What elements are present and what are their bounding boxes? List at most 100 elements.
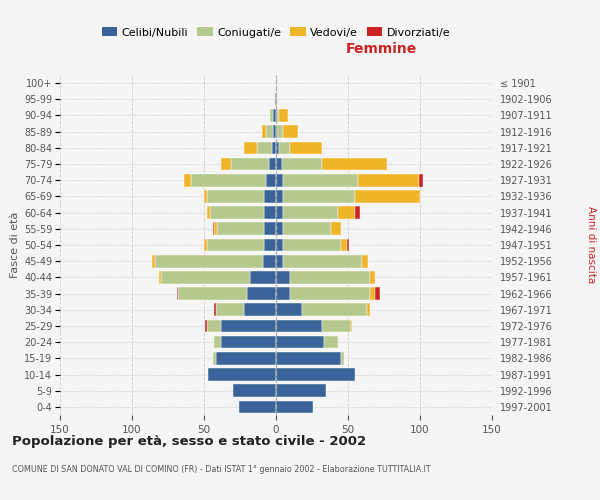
Bar (207, 206, 210, 219)
Bar (275, 93, 276, 106)
Bar (323, 336, 338, 348)
Bar (215, 304, 244, 316)
Bar (276, 336, 323, 348)
Bar (269, 158, 276, 170)
Bar (283, 238, 341, 252)
Bar (265, 222, 276, 235)
Bar (302, 304, 367, 316)
Bar (276, 158, 282, 170)
Bar (276, 174, 283, 186)
Bar (276, 206, 283, 219)
Bar (161, 271, 250, 283)
Bar (215, 352, 276, 364)
Bar (283, 174, 358, 186)
Bar (239, 400, 276, 413)
Bar (322, 320, 351, 332)
Bar (276, 400, 313, 413)
Bar (341, 238, 347, 252)
Bar (244, 304, 276, 316)
Bar (367, 304, 370, 316)
Bar (279, 142, 290, 154)
Bar (265, 206, 276, 219)
Bar (221, 336, 276, 348)
Bar (290, 288, 370, 300)
Bar (277, 109, 279, 122)
Bar (210, 206, 265, 219)
Bar (262, 126, 266, 138)
Bar (208, 368, 276, 381)
Bar (273, 126, 276, 138)
Text: Anni di nascita: Anni di nascita (586, 206, 596, 284)
Bar (341, 352, 344, 364)
Bar (191, 174, 266, 186)
Bar (155, 255, 263, 268)
Bar (290, 142, 322, 154)
Bar (276, 271, 290, 283)
Bar (322, 158, 387, 170)
Bar (355, 206, 359, 219)
Bar (355, 190, 420, 202)
Bar (277, 126, 283, 138)
Bar (204, 190, 207, 202)
Bar (283, 222, 331, 235)
Bar (207, 320, 221, 332)
Bar (152, 255, 155, 268)
Bar (247, 288, 276, 300)
Bar (205, 320, 207, 332)
Bar (276, 238, 283, 252)
Bar (217, 222, 265, 235)
Bar (273, 109, 276, 122)
Bar (214, 304, 215, 316)
Bar (290, 271, 370, 283)
Text: Popolazione per età, sesso e stato civile - 2002: Popolazione per età, sesso e stato civil… (12, 435, 366, 448)
Bar (276, 126, 277, 138)
Bar (276, 320, 322, 332)
Bar (276, 255, 283, 268)
Legend: Celibi/Nubili, Coniugati/e, Vedovi/e, Divorziati/e: Celibi/Nubili, Coniugati/e, Vedovi/e, Di… (97, 23, 455, 42)
Bar (276, 93, 277, 106)
Bar (266, 174, 276, 186)
Bar (250, 271, 276, 283)
Bar (276, 142, 279, 154)
Bar (244, 142, 257, 154)
Bar (283, 206, 338, 219)
Y-axis label: Fasce di età: Fasce di età (10, 212, 20, 278)
Bar (265, 190, 276, 202)
Bar (270, 109, 273, 122)
Bar (276, 288, 290, 300)
Bar (221, 320, 276, 332)
Bar (376, 288, 380, 300)
Bar (283, 255, 362, 268)
Text: Femmine: Femmine (346, 42, 418, 56)
Bar (232, 158, 269, 170)
Bar (347, 238, 349, 252)
Bar (276, 368, 355, 381)
Bar (370, 271, 376, 283)
Bar (279, 109, 287, 122)
Bar (263, 255, 276, 268)
Bar (233, 384, 276, 397)
Bar (362, 255, 368, 268)
Bar (214, 222, 217, 235)
Bar (212, 352, 215, 364)
Bar (221, 158, 232, 170)
Bar (272, 142, 276, 154)
Bar (178, 288, 247, 300)
Bar (176, 288, 178, 300)
Bar (276, 222, 283, 235)
Bar (276, 352, 341, 364)
Bar (212, 222, 214, 235)
Bar (160, 271, 161, 283)
Bar (419, 174, 423, 186)
Bar (207, 238, 265, 252)
Bar (204, 238, 207, 252)
Bar (370, 288, 376, 300)
Bar (338, 206, 355, 219)
Bar (276, 109, 277, 122)
Bar (276, 384, 326, 397)
Bar (184, 174, 191, 186)
Bar (257, 142, 272, 154)
Bar (351, 320, 352, 332)
Bar (282, 158, 322, 170)
Text: COMUNE DI SAN DONATO VAL DI COMINO (FR) - Dati ISTAT 1° gennaio 2002 - Elaborazi: COMUNE DI SAN DONATO VAL DI COMINO (FR) … (12, 465, 431, 474)
